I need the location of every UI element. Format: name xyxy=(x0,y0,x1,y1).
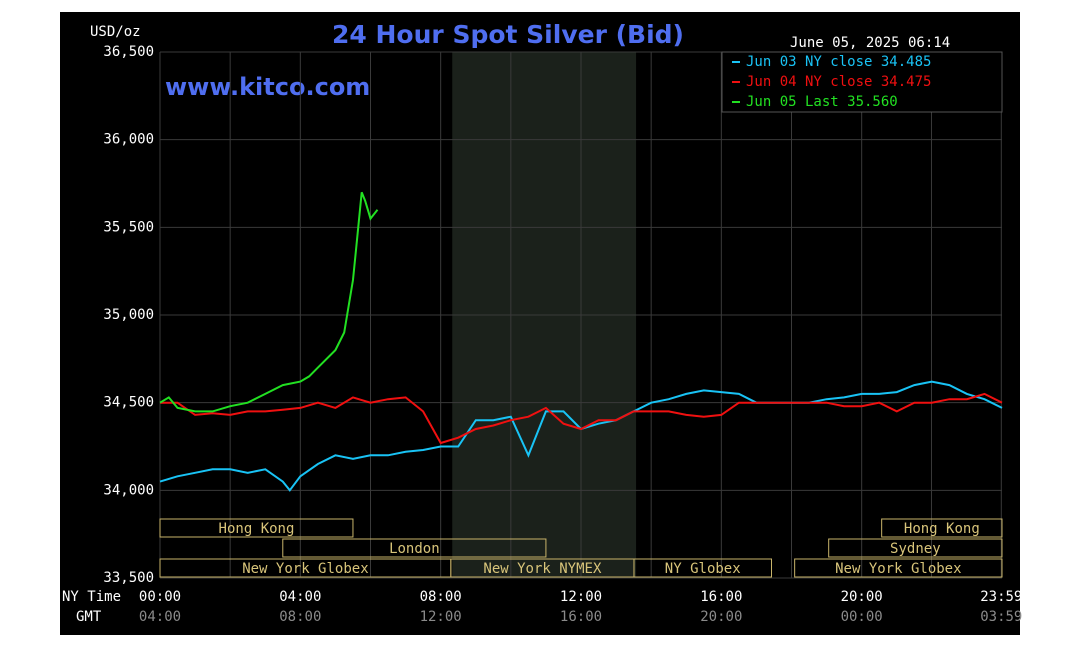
session-label: New York Globex xyxy=(835,561,961,577)
x-tick-label: 00:00 xyxy=(139,589,181,605)
session-label: Hong Kong xyxy=(219,521,295,537)
series-line xyxy=(160,392,1003,445)
gmt-tick-label: 20:00 xyxy=(700,609,742,625)
x-tick-label: 20:00 xyxy=(841,589,883,605)
x2-axis-label: GMT xyxy=(76,609,102,625)
x-tick-label: 23:59 xyxy=(980,589,1022,605)
x-tick-label: 16:00 xyxy=(700,589,742,605)
series-line xyxy=(159,191,379,413)
y-tick-label: 33,500 xyxy=(103,570,154,586)
y-tick-label: 34,500 xyxy=(103,395,154,411)
chart-title: 24 Hour Spot Silver (Bid) xyxy=(332,20,684,49)
gmt-tick-label: 16:00 xyxy=(560,609,602,625)
timestamp: June 05, 2025 06:14 xyxy=(790,35,950,51)
gmt-tick-label: 08:00 xyxy=(279,609,321,625)
series-line xyxy=(159,380,1003,492)
gmt-tick-label: 00:00 xyxy=(841,609,883,625)
legend-label: Jun 03 NY close 34.485 xyxy=(746,54,931,70)
y-tick-label: 35,500 xyxy=(103,219,154,235)
legend-label: Jun 04 NY close 34.475 xyxy=(746,74,931,90)
session-label: New York Globex xyxy=(242,561,368,577)
legend-label: Jun 05 Last 35.560 xyxy=(746,94,898,110)
y-tick-label: 34,000 xyxy=(103,482,154,498)
session-label: New York NYMEX xyxy=(483,561,602,577)
y-tick-label: 36,000 xyxy=(103,132,154,148)
session-box xyxy=(633,558,773,578)
session-label: London xyxy=(389,541,440,557)
session-label: Sydney xyxy=(890,541,941,557)
x-tick-label: 12:00 xyxy=(560,589,602,605)
y-tick-label: 35,000 xyxy=(103,307,154,323)
y-tick-label: 36,500 xyxy=(103,44,154,60)
legend-box xyxy=(721,51,1003,113)
session-box xyxy=(828,538,1003,558)
x-tick-label: 04:00 xyxy=(279,589,321,605)
x-axis-label: NY Time xyxy=(62,589,121,605)
chart-subtitle: www.kitco.com xyxy=(165,73,370,101)
gmt-tick-label: 03:59 xyxy=(980,609,1022,625)
x-tick-label: 08:00 xyxy=(420,589,462,605)
session-box xyxy=(159,518,354,538)
session-box xyxy=(282,538,547,558)
gmt-tick-label: 12:00 xyxy=(420,609,462,625)
session-box xyxy=(794,558,1003,578)
session-label: Hong Kong xyxy=(904,521,980,537)
gmt-tick-label: 04:00 xyxy=(139,609,181,625)
session-label: NY Globex xyxy=(665,561,741,577)
session-box xyxy=(881,518,1003,538)
y-axis-label: USD/oz xyxy=(90,24,141,40)
